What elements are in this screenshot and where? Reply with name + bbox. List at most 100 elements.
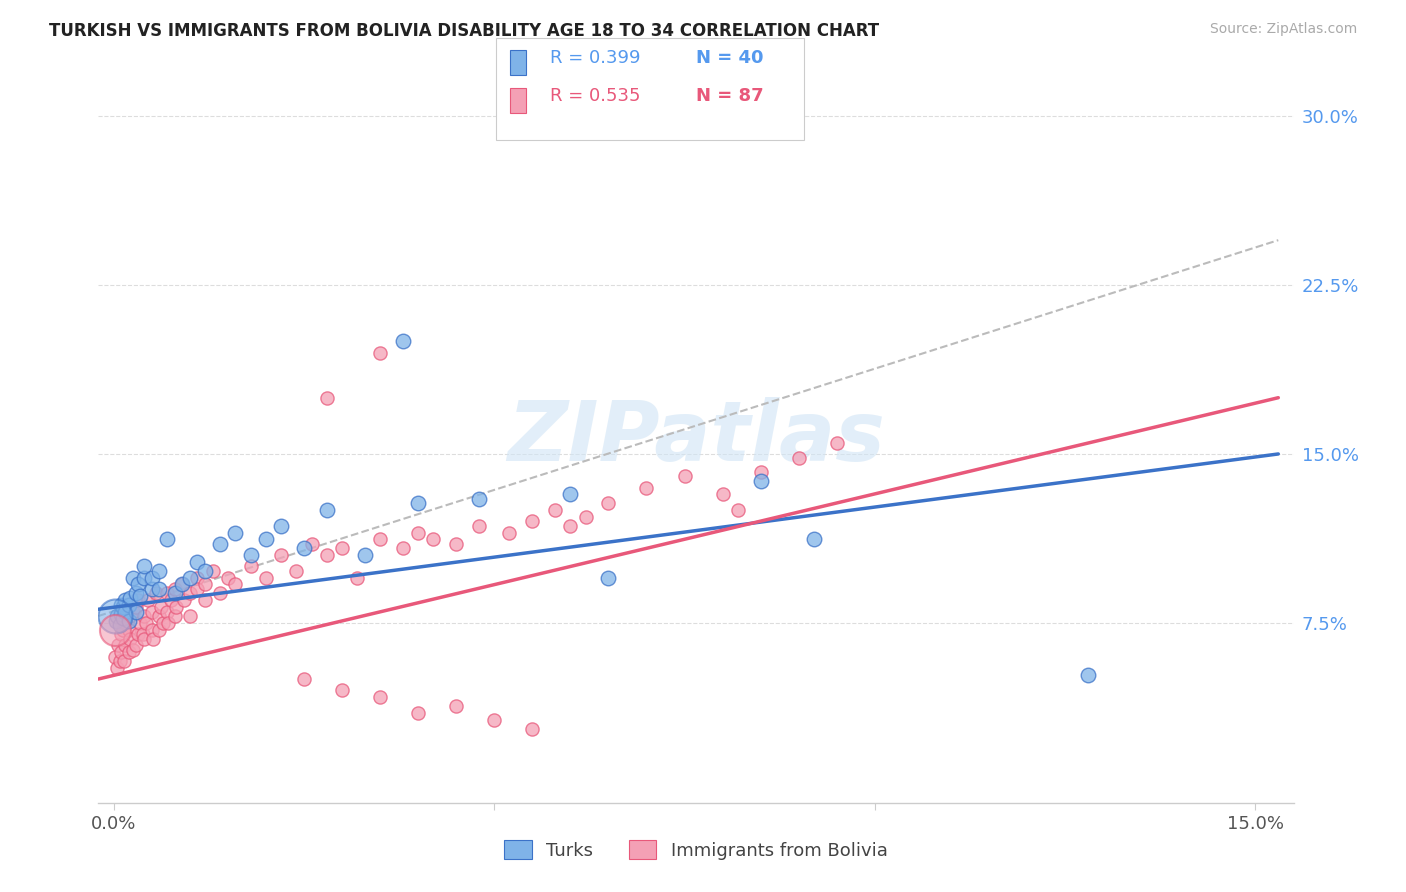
Point (179, 609, 201, 624)
Text: N = 40: N = 40 (696, 49, 763, 67)
Point (254, 533, 277, 547)
Point (711, 487, 734, 501)
Point (498, 525, 520, 540)
Text: R = 0.535: R = 0.535 (550, 87, 640, 105)
Point (114, 593, 136, 607)
Point (749, 474, 772, 488)
Point (105, 661, 128, 675)
Point (141, 582, 163, 596)
Point (156, 586, 179, 600)
Point (108, 654, 131, 668)
Point (468, 519, 491, 533)
Point (114, 615, 136, 630)
Point (142, 632, 165, 646)
Point (803, 533, 825, 547)
Point (574, 510, 596, 524)
Point (560, 487, 582, 501)
Point (179, 571, 201, 585)
Point (406, 706, 429, 720)
Point (468, 491, 491, 506)
Point (292, 672, 315, 686)
Point (131, 627, 153, 641)
Point (239, 548, 262, 562)
Point (315, 548, 337, 562)
Point (159, 593, 181, 607)
Point (224, 577, 246, 591)
Point (127, 577, 149, 591)
Point (125, 605, 148, 619)
Point (444, 537, 467, 551)
Point (152, 615, 174, 630)
Point (179, 586, 201, 600)
Point (560, 519, 582, 533)
Point (141, 605, 163, 619)
Point (224, 525, 246, 540)
Point (132, 559, 155, 574)
Point (110, 627, 132, 641)
Text: N = 87: N = 87 (696, 87, 763, 105)
Point (172, 577, 194, 591)
Point (444, 699, 467, 714)
Point (346, 571, 368, 585)
Point (544, 503, 567, 517)
Point (121, 605, 143, 619)
Point (125, 638, 148, 652)
Point (157, 615, 180, 630)
Point (110, 607, 132, 621)
Point (110, 598, 132, 612)
Point (111, 611, 134, 625)
Point (173, 593, 195, 607)
Point (107, 609, 129, 624)
Text: TURKISH VS IMMIGRANTS FROM BOLIVIA DISABILITY AGE 18 TO 34 CORRELATION CHART: TURKISH VS IMMIGRANTS FROM BOLIVIA DISAB… (49, 22, 879, 40)
Text: R = 0.399: R = 0.399 (550, 49, 640, 67)
Point (114, 605, 136, 619)
Point (254, 571, 277, 585)
Point (330, 541, 353, 556)
Point (239, 559, 262, 574)
Point (330, 683, 353, 698)
Point (125, 586, 148, 600)
Point (163, 582, 186, 596)
Point (149, 599, 172, 614)
Point (315, 503, 337, 517)
Point (209, 586, 232, 600)
Point (118, 623, 141, 637)
Point (406, 525, 429, 540)
Point (484, 713, 506, 727)
Point (156, 605, 179, 619)
Point (825, 435, 848, 450)
Point (201, 564, 224, 578)
Point (163, 609, 186, 624)
Point (121, 571, 143, 585)
Text: Source: ZipAtlas.com: Source: ZipAtlas.com (1209, 22, 1357, 37)
Point (392, 334, 415, 349)
Point (368, 345, 391, 359)
Point (186, 582, 208, 596)
Point (111, 599, 134, 614)
Point (194, 577, 217, 591)
Point (787, 451, 810, 466)
Text: ZIPatlas: ZIPatlas (508, 397, 884, 477)
Point (118, 614, 141, 628)
Point (749, 465, 772, 479)
Point (118, 645, 141, 659)
Point (194, 564, 217, 578)
Point (141, 623, 163, 637)
Point (270, 519, 292, 533)
Point (120, 591, 142, 605)
Point (292, 541, 315, 556)
Point (104, 614, 127, 628)
Point (127, 593, 149, 607)
Point (104, 649, 127, 664)
Point (392, 541, 415, 556)
Point (163, 586, 186, 600)
Point (315, 391, 337, 405)
Point (217, 571, 239, 585)
Point (727, 503, 749, 517)
Point (108, 618, 131, 632)
Point (156, 533, 179, 547)
Point (209, 537, 232, 551)
Point (673, 469, 696, 483)
Point (141, 571, 163, 585)
Point (194, 593, 217, 607)
